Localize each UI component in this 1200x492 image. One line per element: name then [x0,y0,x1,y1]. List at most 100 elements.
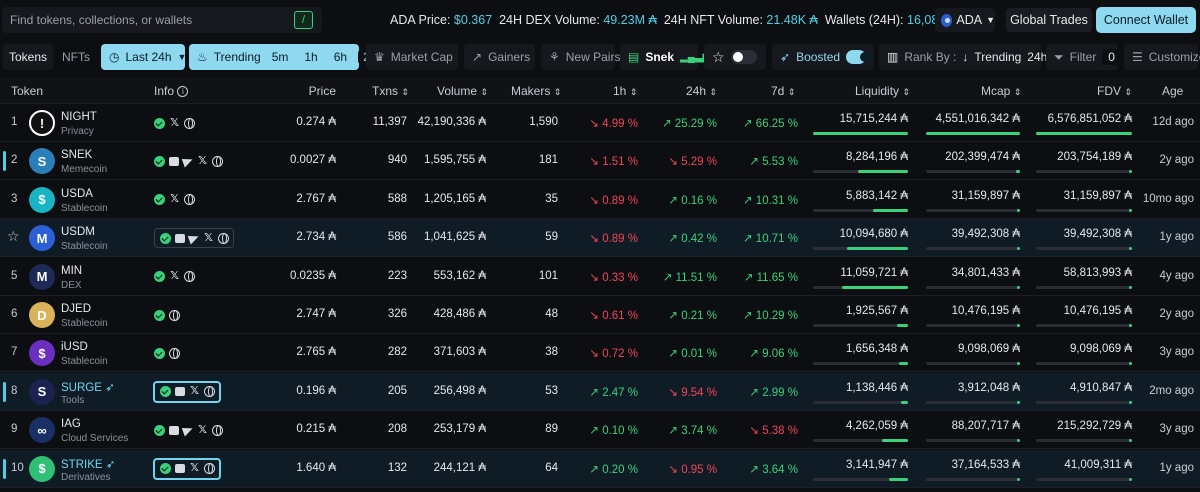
discord-icon[interactable] [175,233,185,243]
boosted-filter[interactable]: ➶ Boosted [772,44,874,70]
rank-by-selector[interactable]: ▥ Rank By : ↓ Trending 24h [879,44,1047,70]
col-7d[interactable]: 7d ⇕ [771,78,795,104]
timeframe-5m[interactable]: 5m [271,50,289,64]
token-name[interactable]: STRIKE ➶ [61,457,115,471]
token-name[interactable]: USDM [61,226,95,238]
col-price[interactable]: Price [308,84,336,98]
x-twitter-icon[interactable]: 𝕏 [170,270,179,283]
token-name[interactable]: USDA [61,188,93,200]
col-volume[interactable]: Volume ⇕ [437,78,488,104]
globe-icon[interactable] [184,117,195,129]
x-twitter-icon[interactable]: 𝕏 [190,385,199,398]
x-twitter-icon[interactable]: 𝕏 [170,116,179,129]
globe-icon[interactable] [218,232,229,244]
token-name[interactable]: NIGHT [61,111,97,123]
x-twitter-icon[interactable]: 𝕏 [198,154,207,167]
verified-icon[interactable] [154,194,165,206]
discord-icon[interactable] [169,156,179,166]
x-twitter-icon[interactable]: 𝕏 [204,231,213,244]
snek-filter[interactable]: ▤ Snek ▂▄▃▆ [620,44,710,70]
connect-wallet-button[interactable]: Connect Wallet [1096,7,1196,33]
verified-icon[interactable] [154,155,165,167]
watchlist-star-icon[interactable]: ☆ [7,228,20,245]
col-token[interactable]: Token [11,84,44,98]
verified-icon[interactable] [154,347,165,359]
table-row[interactable]: 6 D DJED Stablecoin 2.747 ₳ 326 428,486 … [0,296,1200,334]
col-liquidity[interactable]: Liquidity ⇕ [855,78,910,104]
col-24h[interactable]: 24h ⇕ [686,78,717,104]
globe-icon[interactable] [184,271,195,283]
col-txns[interactable]: Txns ⇕ [372,78,409,104]
trending-filter[interactable]: ♨ Trending 5m 1h 6h 24h [189,44,389,70]
token-name[interactable]: SNEK [61,149,92,161]
fdv-bar-fill [1129,362,1132,366]
globe-icon[interactable] [212,424,223,436]
globe-icon[interactable] [169,347,180,359]
telegram-icon[interactable] [187,232,201,245]
table-row[interactable]: 7 $ iUSD Stablecoin 2.765 ₳ 282 371,603 … [0,334,1200,373]
currency-selector[interactable]: ADA ▼ [935,8,995,32]
x-twitter-icon[interactable]: 𝕏 [190,462,199,475]
table-row[interactable]: 3 $ USDA Stablecoin 𝕏 2.767 ₳ 588 1,205,… [0,181,1200,219]
customize-button[interactable]: ☰ Customize [1124,44,1200,70]
verified-icon[interactable] [154,424,165,436]
search-input[interactable] [10,7,280,33]
x-twitter-icon[interactable]: 𝕏 [170,193,179,206]
timeframe-1h[interactable]: 1h [304,50,318,64]
fdv-value: 41,009,311 ₳ [1064,458,1132,471]
boosted-switch[interactable] [846,50,870,64]
search-box[interactable]: / [2,7,322,33]
col-info-label: Info [154,84,175,98]
table-row[interactable]: 10 $ STRIKE ➶ Derivatives 𝕏 1.640 ₳ 132 … [0,449,1200,488]
verified-icon[interactable] [154,117,165,129]
verified-icon[interactable] [154,271,165,283]
token-age: 1y ago [1159,461,1194,474]
change-7d: ↗ 10.31 % [742,194,798,207]
col-1h[interactable]: 1h ⇕ [613,78,637,104]
verified-icon[interactable] [154,309,165,321]
token-links: 𝕏 [154,421,223,439]
globe-icon[interactable] [184,194,195,206]
telegram-icon[interactable] [181,424,195,437]
tab-tokens[interactable]: Tokens [3,44,53,70]
watchlist-switch[interactable] [730,50,757,64]
globe-icon[interactable] [204,463,215,475]
gainers-filter[interactable]: ↗ Gainers [464,44,535,70]
table-row[interactable]: 8 S SURGE ➶ Tools 𝕏 0.196 ₳ 205 256,498 … [0,372,1200,411]
table-row[interactable]: 2 S SNEK Memecoin 𝕏 0.0027 ₳ 940 1,595,7… [0,142,1200,181]
period-selector[interactable]: ◷ Last 24h ▼ [101,44,186,70]
global-trades-button[interactable]: Global Trades [1006,8,1092,32]
table-row[interactable]: 1 ! NIGHT Privacy 𝕏 0.274 ₳ 11,397 42,19… [0,104,1200,142]
col-makers[interactable]: Makers ⇕ [511,78,561,104]
market-cap-filter[interactable]: ♛ Market Cap [366,44,458,70]
table-row[interactable]: ☆ M USDM Stablecoin 𝕏 2.734 ₳ 586 1,041,… [0,219,1200,258]
globe-icon[interactable] [204,386,215,398]
verified-icon[interactable] [160,463,171,475]
fdv-bar-fill [1129,400,1132,404]
col-info[interactable]: Info i [154,78,189,104]
discord-icon[interactable] [175,464,185,474]
col-mcap[interactable]: Mcap ⇕ [981,78,1021,104]
token-name[interactable]: MIN [61,265,82,277]
table-row[interactable]: 5 M MIN DEX 𝕏 0.0235 ₳ 223 553,162 ₳ 101… [0,258,1200,296]
verified-icon[interactable] [160,386,171,398]
table-row[interactable]: 9 ∞ IAG Cloud Services 𝕏 0.215 ₳ 208 253… [0,411,1200,450]
token-name[interactable]: IAG [61,418,81,430]
tab-nfts[interactable]: NFTs [56,44,96,70]
telegram-icon[interactable] [181,155,195,168]
token-name[interactable]: SURGE ➶ [61,380,115,394]
col-age[interactable]: Age [1162,84,1184,98]
token-name[interactable]: DJED [61,303,91,315]
watchlist-toggle[interactable]: ☆ [704,44,766,70]
col-fdv[interactable]: FDV ⇕ [1097,78,1132,104]
discord-icon[interactable] [175,387,185,397]
globe-icon[interactable] [169,309,180,321]
new-pairs-filter[interactable]: ⚘ New Pairs [541,44,620,70]
timeframe-6h[interactable]: 6h [333,50,348,64]
verified-icon[interactable] [160,232,171,244]
discord-icon[interactable] [169,425,179,435]
token-name[interactable]: iUSD [61,341,88,353]
x-twitter-icon[interactable]: 𝕏 [198,423,207,436]
globe-icon[interactable] [212,155,223,167]
filter-button[interactable]: ⏷ Filter 0 [1046,44,1121,70]
